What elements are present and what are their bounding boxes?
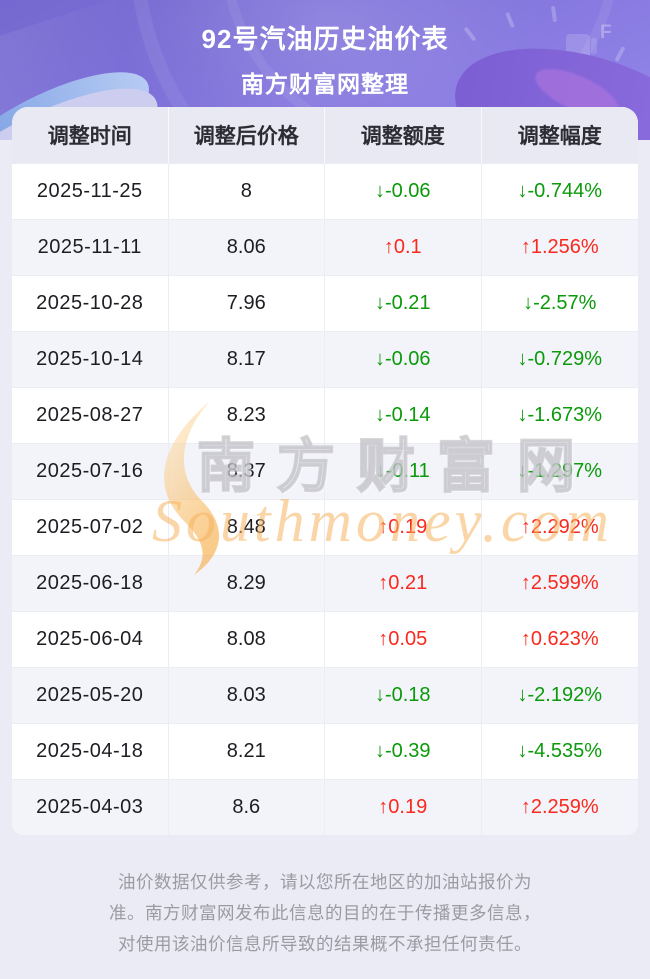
cell-adjust-amount: ↑0.1 [325,220,482,276]
cell-adjust-time: 2025-05-20 [12,668,169,724]
cell-adjust-range: ↓-1.673% [481,388,638,444]
cell-adjusted-price: 8.17 [168,332,325,388]
cell-adjust-amount: ↓-0.06 [325,164,482,220]
price-table: 调整时间 调整后价格 调整额度 调整幅度 2025-11-25 8 ↓-0.06… [12,107,638,835]
cell-adjust-amount: ↑0.05 [325,612,482,668]
table-row: 2025-10-14 8.17 ↓-0.06 ↓-0.729% [12,332,638,388]
table-body: 2025-11-25 8 ↓-0.06 ↓-0.744% 2025-11-11 … [12,164,638,835]
cell-adjust-range: ↓-0.729% [481,332,638,388]
disclaimer-line: 油价数据仅供参考，请以您所在地区的加油站报价为 [118,872,532,892]
cell-adjusted-price: 8.23 [168,388,325,444]
table-row: 2025-05-20 8.03 ↓-0.18 ↓-2.192% [12,668,638,724]
table-row: 2025-06-18 8.29 ↑0.21 ↑2.599% [12,556,638,612]
cell-adjust-amount: ↑0.19 [325,780,482,835]
page-title: 92号汽油历史油价表 [201,24,449,54]
cell-adjusted-price: 8.48 [168,500,325,556]
table-row: 2025-06-04 8.08 ↑0.05 ↑0.623% [12,612,638,668]
table-row: 2025-11-25 8 ↓-0.06 ↓-0.744% [12,164,638,220]
column-header-adjust-amount: 调整额度 [325,107,482,164]
cell-adjusted-price: 8 [168,164,325,220]
cell-adjust-time: 2025-04-18 [12,724,169,780]
cell-adjust-time: 2025-10-28 [12,276,169,332]
page-header: F 92号汽油历史油价表 南方财富网整理 [0,0,650,140]
table-row: 2025-04-18 8.21 ↓-0.39 ↓-4.535% [12,724,638,780]
cell-adjust-time: 2025-07-16 [12,444,169,500]
cell-adjusted-price: 8.37 [168,444,325,500]
cell-adjusted-price: 7.96 [168,276,325,332]
cell-adjust-time: 2025-10-14 [12,332,169,388]
cell-adjust-amount: ↓-0.39 [325,724,482,780]
table-row: 2025-11-11 8.06 ↑0.1 ↑1.256% [12,220,638,276]
disclaimer-line: 对使用该油价信息所导致的结果概不承担任何责任。 [118,934,532,954]
column-header-adjust-time: 调整时间 [12,107,169,164]
column-header-adjusted-price: 调整后价格 [168,107,325,164]
cell-adjust-amount: ↓-0.21 [325,276,482,332]
cell-adjust-time: 2025-11-11 [12,220,169,276]
disclaimer-line: 准。南方财富网发布此信息的目的在于传播更多信息， [109,903,541,923]
cell-adjust-range: ↓-1.297% [481,444,638,500]
cell-adjust-amount: ↓-0.11 [325,444,482,500]
cell-adjust-range: ↑2.292% [481,500,638,556]
cell-adjust-range: ↑1.256% [481,220,638,276]
cell-adjusted-price: 8.21 [168,724,325,780]
cell-adjust-time: 2025-04-03 [12,780,169,835]
table-row: 2025-07-02 8.48 ↑0.19 ↑2.292% [12,500,638,556]
cell-adjust-amount: ↓-0.14 [325,388,482,444]
page-subtitle: 南方财富网整理 [241,71,409,97]
cell-adjust-range: ↑2.259% [520,796,599,818]
cell-adjust-range: ↓-2.57% [481,276,638,332]
table-row: 2025-08-27 8.23 ↓-0.14 ↓-1.673% [12,388,638,444]
cell-adjusted-price: 8.08 [168,612,325,668]
cell-adjust-time: 2025-08-27 [12,388,169,444]
disclaimer: 油价数据仅供参考，请以您所在地区的加油站报价为 准。南方财富网发布此信息的目的在… [0,867,650,960]
column-header-adjust-range: 调整幅度 [481,107,638,164]
cell-adjust-amount: ↑0.19 [325,500,482,556]
cell-adjust-time: 2025-07-02 [12,500,169,556]
cell-adjust-time: 2025-11-25 [12,164,169,220]
cell-adjusted-price: 8.03 [168,668,325,724]
cell-adjust-amount: ↓-0.18 [325,668,482,724]
cell-adjust-range: ↓-0.744% [481,164,638,220]
gauge-letter-f: F [600,22,612,43]
table-row: 2025-07-16 8.37 ↓-0.11 ↓-1.297% [12,444,638,500]
cell-adjust-amount: ↓-0.06 [325,332,482,388]
cell-adjusted-price: 8.06 [168,220,325,276]
cell-adjusted-price: 8.29 [168,556,325,612]
table-header-row: 调整时间 调整后价格 调整额度 调整幅度 [12,107,638,164]
cell-adjusted-price: 8.6 [169,780,325,835]
cell-adjust-amount: ↑0.21 [325,556,482,612]
table-row: 2025-04-03 8.6 ↑0.19 ↑2.259% [12,780,638,835]
cell-adjust-range: ↓-2.192% [481,668,638,724]
cell-adjust-time: 2025-06-04 [12,612,169,668]
cell-adjust-range: ↓-4.535% [481,724,638,780]
cell-adjust-range: ↑0.623% [481,612,638,668]
cell-adjust-time: 2025-06-18 [12,556,169,612]
table-row: 2025-10-28 7.96 ↓-0.21 ↓-2.57% [12,276,638,332]
cell-adjust-range: ↑2.599% [481,556,638,612]
